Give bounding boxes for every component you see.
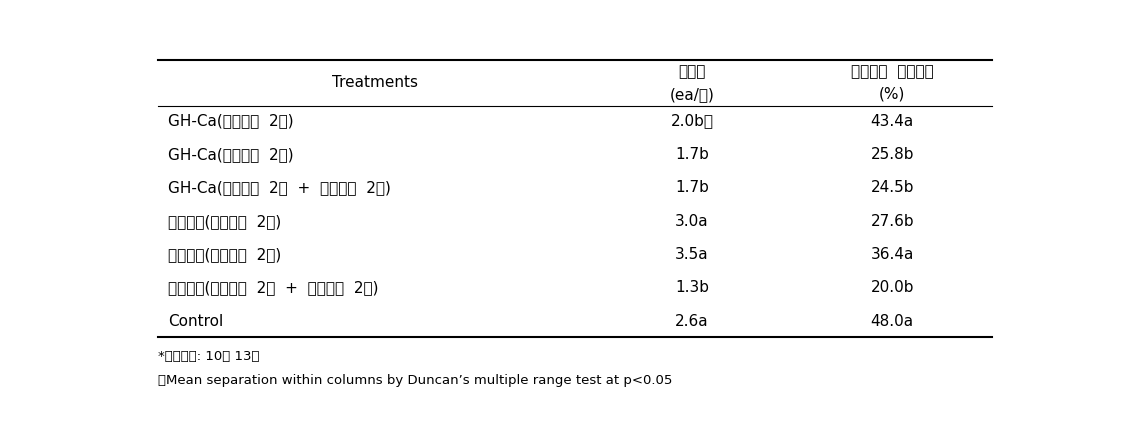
- Text: 염화칼슐(생육초기  2회): 염화칼슐(생육초기 2회): [168, 214, 282, 229]
- Text: 43.4a: 43.4a: [871, 114, 913, 128]
- Text: 1.7b: 1.7b: [675, 147, 709, 162]
- Text: 1.3b: 1.3b: [675, 280, 709, 296]
- Text: ᵺMean separation within columns by Duncan’s multiple range test at p<0.05: ᵺMean separation within columns by Dunca…: [157, 374, 672, 387]
- Text: 36.4a: 36.4a: [871, 247, 914, 262]
- Text: Control: Control: [168, 314, 223, 329]
- Text: 고두수: 고두수: [678, 64, 706, 79]
- Text: GH-Ca(생육초기  2회  +  생육후기  2회): GH-Ca(생육초기 2회 + 생육후기 2회): [168, 180, 390, 195]
- Text: 3.0a: 3.0a: [675, 214, 709, 229]
- Text: 27.6b: 27.6b: [871, 214, 914, 229]
- Text: 1.7b: 1.7b: [675, 180, 709, 195]
- Text: 2.6a: 2.6a: [675, 314, 709, 329]
- Text: (%): (%): [879, 87, 905, 102]
- Text: 2.0bᵺ: 2.0bᵺ: [670, 114, 714, 128]
- Text: GH-Ca(생육후기  2회): GH-Ca(생육후기 2회): [168, 147, 294, 162]
- Text: *수확시기: 10월 13일: *수확시기: 10월 13일: [157, 350, 259, 363]
- Text: 염화칼슐(생육후기  2회): 염화칼슐(생육후기 2회): [168, 247, 282, 262]
- Text: 25.8b: 25.8b: [871, 147, 914, 162]
- Text: 3.5a: 3.5a: [675, 247, 709, 262]
- Text: GH-Ca(생육초기  2회): GH-Ca(생육초기 2회): [168, 114, 294, 128]
- Text: 염화칼슐(생육초기  2회  +  생육후기  2회): 염화칼슐(생육초기 2회 + 생육후기 2회): [168, 280, 378, 296]
- Text: 48.0a: 48.0a: [871, 314, 913, 329]
- Text: 고두장해  발생과률: 고두장해 발생과률: [850, 64, 934, 79]
- Text: 24.5b: 24.5b: [871, 180, 914, 195]
- Text: Treatments: Treatments: [332, 75, 417, 91]
- Text: (ea/과): (ea/과): [670, 87, 715, 102]
- Text: 20.0b: 20.0b: [871, 280, 914, 296]
